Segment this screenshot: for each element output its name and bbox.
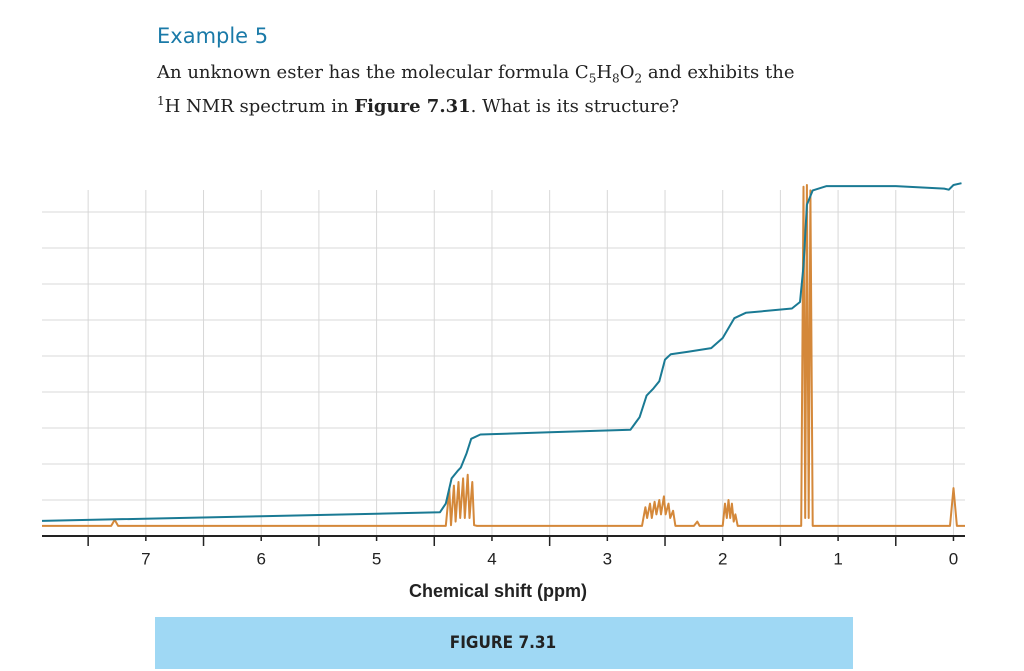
question-line: 1H NMR spectrum in Figure 7.31. What is … [157, 94, 679, 117]
text: H NMR spectrum in [164, 96, 355, 117]
x-tick-label: 5 [372, 549, 381, 568]
caption: FIGURE 7.31 [450, 633, 556, 653]
subscript: 8 [612, 71, 620, 86]
question-line: An unknown ester has the molecular formu… [157, 62, 795, 86]
x-tick-label: 7 [141, 549, 150, 568]
x-tick-label: 1 [833, 549, 842, 568]
subscript: 2 [634, 71, 643, 86]
x-tick-label: 0 [949, 549, 958, 568]
superscript: 1 [157, 94, 165, 108]
text: O [619, 62, 635, 83]
x-tick-label: 4 [487, 549, 496, 568]
x-axis-label: Chemical shift (ppm) [409, 581, 587, 601]
example-title: Example 5 [157, 24, 269, 48]
text: . What is its structure? [470, 96, 680, 117]
caption-box [155, 617, 853, 669]
text: H [596, 62, 613, 83]
x-tick-label: 2 [718, 549, 727, 568]
text: An unknown ester has the molecular formu… [157, 62, 589, 83]
subscript: 5 [588, 71, 597, 86]
x-tick-label: 3 [603, 549, 612, 568]
text: and exhibits the [642, 62, 795, 83]
x-tick-label: 6 [256, 549, 265, 568]
spectrum-line [42, 184, 965, 527]
spectrum-line [41, 182, 962, 522]
figure-ref: Figure 7.31 [354, 96, 471, 117]
